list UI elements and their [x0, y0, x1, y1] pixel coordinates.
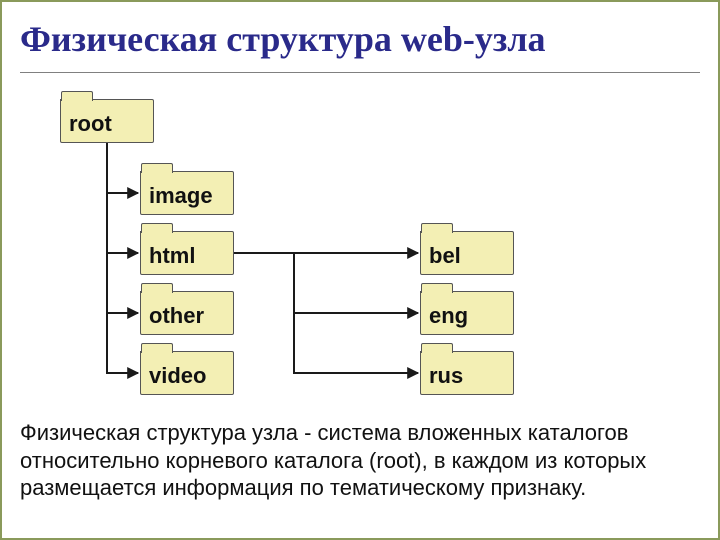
folder-bel: bel — [420, 231, 514, 275]
folder-label: html — [149, 243, 195, 269]
slide-frame: Физическая структура web-узла root image h… — [0, 0, 720, 540]
folder-root: root — [60, 99, 154, 143]
folder-label: eng — [429, 303, 468, 329]
slide-title: Физическая структура web-узла — [20, 18, 700, 60]
folder-tree-diagram: root image html other video bel eng rus — [20, 81, 660, 411]
folder-video: video — [140, 351, 234, 395]
folder-rus: rus — [420, 351, 514, 395]
folder-label: other — [149, 303, 204, 329]
folder-image: image — [140, 171, 234, 215]
description-text: Физическая структура узла - система влож… — [20, 419, 700, 502]
folder-html: html — [140, 231, 234, 275]
title-underline — [20, 72, 700, 73]
folder-label: video — [149, 363, 206, 389]
folder-other: other — [140, 291, 234, 335]
folder-label: root — [69, 111, 112, 137]
folder-eng: eng — [420, 291, 514, 335]
folder-label: bel — [429, 243, 461, 269]
folder-label: rus — [429, 363, 463, 389]
folder-label: image — [149, 183, 213, 209]
